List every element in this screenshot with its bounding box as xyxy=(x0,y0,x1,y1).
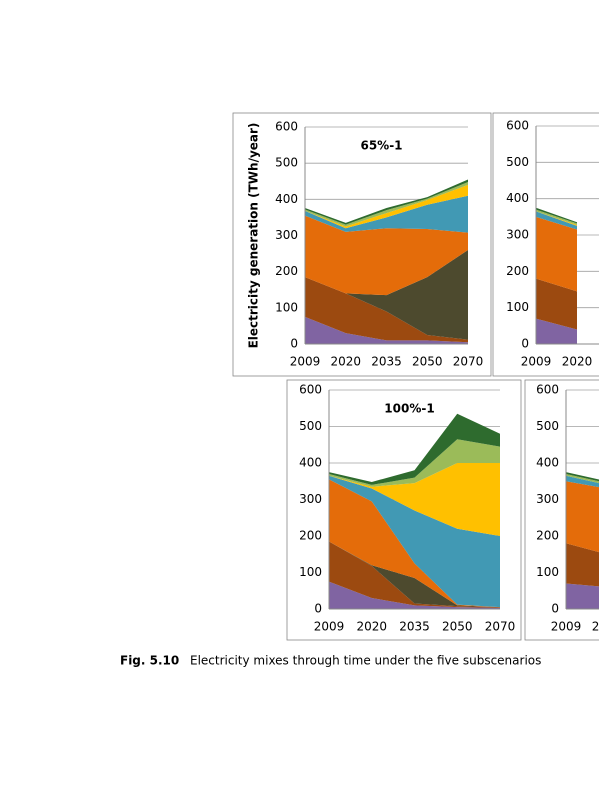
x-tick-label: 2070 xyxy=(485,620,516,634)
area xyxy=(536,207,577,224)
area xyxy=(305,316,468,344)
x-tick-label: 2020 xyxy=(356,620,387,634)
y-tick-label: 300 xyxy=(506,228,529,242)
area xyxy=(536,278,577,330)
x-tick-label: 2020 xyxy=(592,620,599,634)
x-tick-label: 2020 xyxy=(562,355,593,369)
y-tick-label: 0 xyxy=(551,602,559,616)
area xyxy=(329,581,500,609)
y-tick-label: 100 xyxy=(536,565,559,579)
y-axis-label: Electricity generation (TWh/year) xyxy=(247,123,261,349)
y-tick-label: 0 xyxy=(521,337,529,351)
area xyxy=(329,475,500,608)
y-tick-label: 200 xyxy=(536,529,559,543)
x-tick-label: 2009 xyxy=(290,355,321,369)
x-tick-label: 2035 xyxy=(399,620,430,634)
area xyxy=(566,543,599,587)
area xyxy=(536,211,577,230)
y-tick-label: 0 xyxy=(290,337,298,351)
y-tick-label: 100 xyxy=(299,565,322,579)
y-tick-label: 400 xyxy=(536,456,559,470)
y-tick-label: 500 xyxy=(275,156,298,170)
area xyxy=(305,249,468,340)
y-tick-label: 200 xyxy=(299,529,322,543)
caption-text: Electricity mixes through time under the… xyxy=(190,654,541,668)
area xyxy=(536,318,577,344)
area xyxy=(536,211,577,226)
area xyxy=(566,475,599,488)
y-tick-label: 600 xyxy=(506,119,529,133)
x-tick-label: 2070 xyxy=(453,355,484,369)
y-tick-label: 400 xyxy=(275,192,298,206)
x-tick-label: 2050 xyxy=(412,355,443,369)
x-tick-label: 2009 xyxy=(314,620,345,634)
area xyxy=(329,541,500,608)
area xyxy=(536,216,577,292)
y-tick-label: 600 xyxy=(275,120,298,134)
y-tick-label: 400 xyxy=(299,456,322,470)
y-tick-label: 500 xyxy=(299,419,322,433)
area xyxy=(329,479,500,608)
x-tick-label: 2020 xyxy=(330,355,361,369)
x-tick-label: 2009 xyxy=(551,620,582,634)
area xyxy=(329,463,500,536)
y-tick-label: 600 xyxy=(536,383,559,397)
caption-label: Fig. 5.10 xyxy=(120,654,179,668)
area xyxy=(329,413,500,485)
y-tick-label: 100 xyxy=(506,300,529,314)
y-tick-label: 300 xyxy=(536,492,559,506)
area xyxy=(566,583,599,609)
area xyxy=(536,209,577,225)
y-tick-label: 300 xyxy=(275,228,298,242)
x-tick-label: 2035 xyxy=(371,355,402,369)
area xyxy=(566,472,599,482)
x-tick-label: 2050 xyxy=(442,620,473,634)
y-tick-label: 500 xyxy=(536,419,559,433)
area xyxy=(329,439,500,487)
area xyxy=(305,215,468,296)
area xyxy=(566,473,599,484)
chart-title: 65%-1 xyxy=(360,139,402,153)
y-tick-label: 500 xyxy=(506,155,529,169)
x-tick-label: 2009 xyxy=(521,355,552,369)
chart-title: 100%-1 xyxy=(384,402,434,416)
y-tick-label: 400 xyxy=(506,191,529,205)
y-tick-label: 200 xyxy=(275,264,298,278)
y-tick-label: 0 xyxy=(314,602,322,616)
y-tick-label: 600 xyxy=(299,383,322,397)
y-tick-label: 100 xyxy=(275,300,298,314)
area xyxy=(305,195,468,233)
y-tick-label: 200 xyxy=(506,264,529,278)
y-tick-label: 300 xyxy=(299,492,322,506)
area xyxy=(329,541,500,608)
area xyxy=(566,481,599,553)
